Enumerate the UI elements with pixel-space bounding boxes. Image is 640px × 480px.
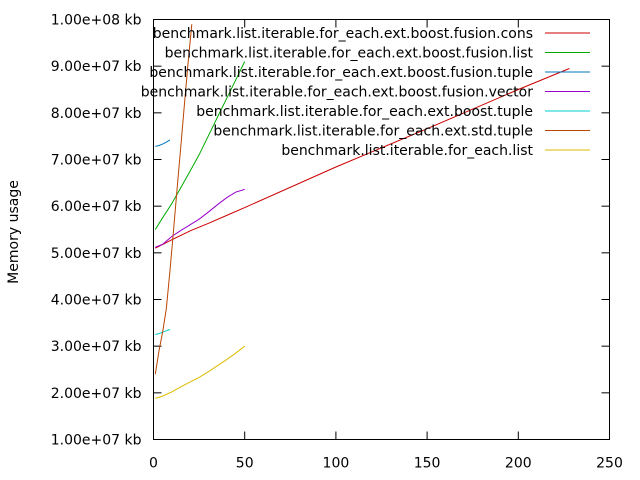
y-tick-label: 1.00e+07 kb: [51, 433, 142, 449]
x-tick-label: 0: [149, 456, 158, 472]
legend-entry-label: benchmark.list.iterable.for_each.ext.boo…: [196, 104, 533, 120]
y-tick-label: 6.00e+07 kb: [51, 199, 142, 215]
legend-entry-label: benchmark.list.iterable.for_each.ext.boo…: [165, 46, 534, 62]
y-tick-label: 2.00e+07 kb: [51, 386, 142, 402]
legend: benchmark.list.iterable.for_each.ext.boo…: [141, 26, 590, 159]
series-line: [155, 188, 245, 248]
y-tick-label: 7.00e+07 kb: [51, 153, 142, 169]
x-tick-label: 250: [596, 456, 623, 472]
y-tick-label: 5.00e+07 kb: [51, 246, 142, 262]
y-axis: 1.00e+07 kb 2.00e+07 kb 3.00e+07 kb 4.00e+0…: [51, 13, 610, 449]
plot-frame: [153, 19, 610, 440]
x-tick-label: 100: [323, 456, 350, 472]
y-tick-label: 1.00e+08 kb: [51, 13, 142, 29]
y-axis-label: Memory usage: [6, 180, 22, 284]
x-tick-label: 50: [236, 456, 254, 472]
legend-entry-label: benchmark.list.iterable.for_each.ext.boo…: [141, 85, 533, 101]
series-line: [154, 24, 193, 375]
x-tick-label: 200: [505, 456, 532, 472]
legend-entry-label: benchmark.list.iterable.for_each.list: [281, 143, 533, 159]
series-lines: [154, 24, 570, 399]
series-line: [155, 139, 171, 147]
series-line: [155, 345, 246, 399]
x-tick-label: 150: [414, 456, 441, 472]
y-tick-label: 9.00e+07 kb: [51, 59, 142, 75]
legend-entry-label: benchmark.list.iterable.for_each.ext.boo…: [149, 65, 533, 81]
series-line: [155, 68, 570, 249]
series-line: [154, 61, 246, 230]
legend-entry-label: benchmark.list.iterable.for_each.ext.boo…: [153, 26, 533, 42]
legend-entry-label: benchmark.list.iterable.for_each.ext.std…: [213, 124, 533, 140]
y-tick-label: 8.00e+07 kb: [51, 106, 142, 122]
x-axis: 0 50 100 150 200 250: [149, 19, 623, 472]
y-tick-label: 3.00e+07 kb: [51, 339, 142, 355]
y-tick-label: 4.00e+07 kb: [51, 293, 142, 309]
